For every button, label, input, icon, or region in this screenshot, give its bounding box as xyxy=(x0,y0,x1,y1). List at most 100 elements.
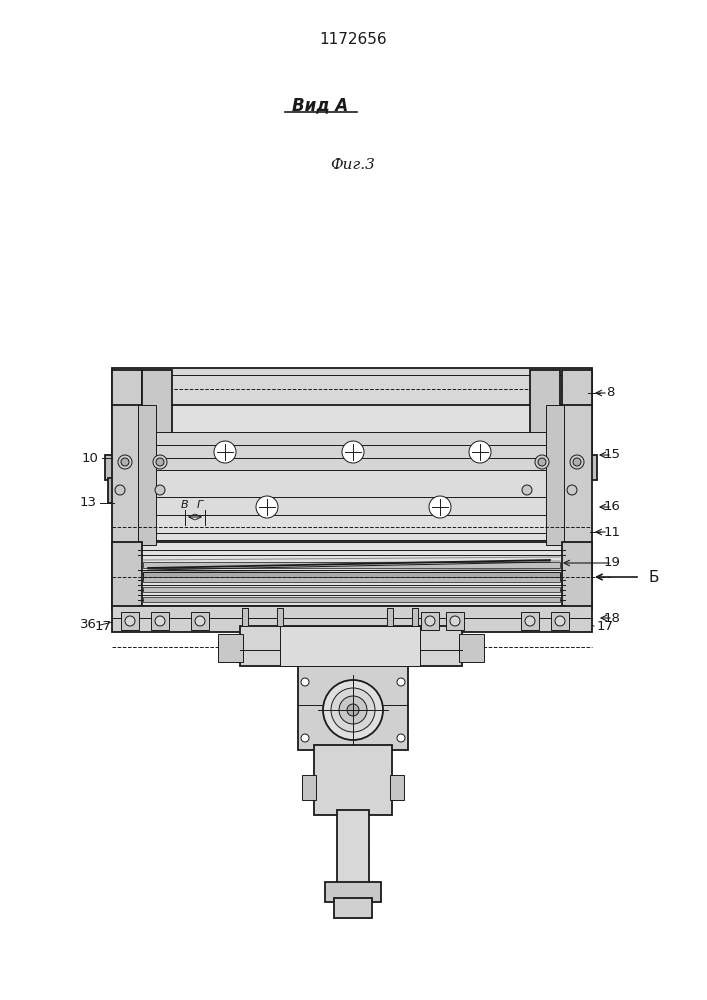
Bar xyxy=(112,606,592,632)
Text: 19: 19 xyxy=(604,556,621,570)
Bar xyxy=(108,478,138,503)
Bar xyxy=(156,470,546,515)
Circle shape xyxy=(425,616,435,626)
Bar xyxy=(459,634,484,662)
Circle shape xyxy=(214,441,236,463)
Bar xyxy=(530,370,560,445)
Circle shape xyxy=(155,616,165,626)
Text: 1172656: 1172656 xyxy=(319,32,387,47)
Circle shape xyxy=(331,688,375,732)
Bar xyxy=(242,608,248,626)
Text: 16: 16 xyxy=(604,500,621,514)
Circle shape xyxy=(347,704,359,716)
Bar xyxy=(514,478,544,503)
Bar xyxy=(446,612,464,630)
Bar xyxy=(421,612,439,630)
Circle shape xyxy=(301,734,309,742)
Circle shape xyxy=(567,485,577,495)
Bar xyxy=(143,562,560,568)
Bar xyxy=(280,626,420,666)
Circle shape xyxy=(429,496,451,518)
Circle shape xyxy=(469,441,491,463)
Circle shape xyxy=(538,458,546,466)
Bar xyxy=(387,608,393,626)
Bar xyxy=(334,898,372,918)
Circle shape xyxy=(522,485,532,495)
Text: 13: 13 xyxy=(79,496,96,510)
Bar xyxy=(314,745,392,815)
Bar xyxy=(390,775,404,800)
Text: 15: 15 xyxy=(604,448,621,462)
Bar xyxy=(121,612,139,630)
Bar xyxy=(325,882,381,902)
Text: Фиг.3: Фиг.3 xyxy=(331,158,375,172)
Bar xyxy=(142,370,172,445)
Bar xyxy=(551,612,569,630)
Text: 8: 8 xyxy=(606,386,614,399)
Bar xyxy=(112,542,592,610)
Bar xyxy=(191,612,209,630)
Text: Б: Б xyxy=(648,570,658,584)
Circle shape xyxy=(397,678,405,686)
Circle shape xyxy=(342,441,364,463)
Circle shape xyxy=(535,455,549,469)
Bar xyxy=(298,660,408,750)
Bar xyxy=(112,370,142,460)
Bar xyxy=(143,587,560,592)
Bar xyxy=(151,612,169,630)
Circle shape xyxy=(323,680,383,740)
Circle shape xyxy=(115,485,125,495)
Circle shape xyxy=(555,616,565,626)
Circle shape xyxy=(525,616,535,626)
Circle shape xyxy=(155,485,165,495)
Text: 11: 11 xyxy=(604,526,621,538)
Text: 18: 18 xyxy=(604,611,621,624)
Bar xyxy=(156,432,546,470)
Text: 35: 35 xyxy=(431,632,448,645)
Bar xyxy=(143,577,560,582)
Circle shape xyxy=(125,616,135,626)
Text: 17: 17 xyxy=(597,619,614,633)
Bar xyxy=(112,405,142,545)
Bar xyxy=(138,405,565,545)
Circle shape xyxy=(573,458,581,466)
Bar xyxy=(218,634,243,662)
Circle shape xyxy=(156,458,164,466)
Text: Вид А: Вид А xyxy=(292,96,348,114)
Bar xyxy=(517,455,597,480)
Text: В: В xyxy=(181,500,189,510)
Text: 17: 17 xyxy=(95,619,112,633)
Bar xyxy=(562,542,592,610)
Bar xyxy=(143,597,560,602)
Text: В: В xyxy=(267,627,275,637)
Bar xyxy=(554,478,582,503)
Circle shape xyxy=(450,616,460,626)
Circle shape xyxy=(570,455,584,469)
Text: Г: Г xyxy=(197,500,203,510)
Text: 10: 10 xyxy=(81,452,98,464)
Bar xyxy=(337,810,369,885)
Bar xyxy=(143,572,560,580)
Bar xyxy=(562,370,592,460)
Bar xyxy=(105,455,185,480)
Bar xyxy=(277,608,283,626)
Circle shape xyxy=(301,678,309,686)
Bar xyxy=(302,775,316,800)
Circle shape xyxy=(153,455,167,469)
Bar xyxy=(240,626,462,666)
Bar xyxy=(521,612,539,630)
Circle shape xyxy=(118,455,132,469)
Bar xyxy=(138,405,156,545)
Circle shape xyxy=(195,616,205,626)
Bar xyxy=(148,478,176,503)
Text: Г: Г xyxy=(280,627,286,637)
Circle shape xyxy=(397,734,405,742)
Circle shape xyxy=(256,496,278,518)
Bar xyxy=(412,608,418,626)
Bar xyxy=(562,405,592,545)
Circle shape xyxy=(121,458,129,466)
Bar xyxy=(112,542,142,610)
Bar xyxy=(546,405,564,545)
Bar xyxy=(112,368,592,410)
Circle shape xyxy=(339,696,367,724)
